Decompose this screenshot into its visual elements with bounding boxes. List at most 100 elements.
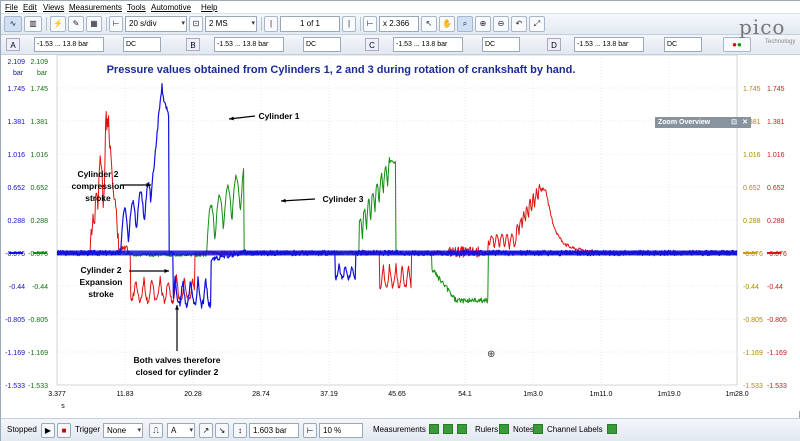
channel-b-button[interactable]: B xyxy=(186,38,200,51)
trigger-mode-value: None xyxy=(107,426,127,435)
samples-icon[interactable]: ⊡ xyxy=(189,16,203,32)
left-axis-tick-c: 0.652 xyxy=(30,185,48,192)
x-axis-tick: 1m19.0 xyxy=(657,391,680,398)
restore-icon[interactable]: ⊡ xyxy=(731,119,737,126)
bottom-toolbar: Stopped ▶ ■ Trigger None ▾ ⎍ A ▾ ↗ ↘ ↕ 1.6… xyxy=(1,418,800,441)
menu-views[interactable]: Views xyxy=(43,3,65,12)
scope-view[interactable]: 2.109 1.745 1.381 1.016 0.652 0.288 -0.076 -0.4… xyxy=(1,55,800,411)
buffer-prev-icon[interactable]: | xyxy=(264,16,278,32)
channel-options-icon[interactable]: ⚡ xyxy=(50,16,66,32)
zoom-overview-header[interactable]: Zoom Overview ⊡ ✕ xyxy=(655,117,751,128)
channel-c-range[interactable]: -1.53 ... 13.8 bar xyxy=(393,37,463,52)
probe-icon[interactable]: ✎ xyxy=(68,16,84,32)
channel-b-range[interactable]: -1.53 ... 13.8 bar xyxy=(214,37,284,52)
zoom-factor[interactable]: x 2.366 xyxy=(379,16,419,32)
channel-c-coupling-value: DC xyxy=(485,41,496,48)
measurements-label[interactable]: Measurements xyxy=(373,425,426,434)
channel-b-offset-marker xyxy=(767,251,781,254)
hand-icon[interactable]: ✋ xyxy=(439,16,455,32)
time-icon[interactable]: ⊢ xyxy=(109,16,123,32)
channel-labels-icon[interactable] xyxy=(607,424,617,434)
menu-edit[interactable]: Edit xyxy=(23,3,37,12)
trigger-threshold[interactable]: 1.603 bar xyxy=(249,423,299,438)
channel-a-button[interactable]: A xyxy=(6,38,20,51)
zoom-fit-icon[interactable]: ⤢ xyxy=(529,16,545,32)
channel-d-coupling[interactable]: DC xyxy=(664,37,702,52)
left-axis-tick-a: -0.805 xyxy=(5,317,25,324)
menu-measurements[interactable]: Measurements xyxy=(69,3,122,12)
right-axis-tick-d: 1.745 xyxy=(743,86,761,93)
menu-automotive[interactable]: Automotive xyxy=(151,3,192,12)
pretrigger-select[interactable]: 10 % xyxy=(319,423,363,438)
logo-subtext: Technology xyxy=(765,39,796,45)
x-axis-tick: 54.1 xyxy=(458,391,472,398)
right-axis-tick-b: 1.016 xyxy=(767,152,785,159)
channel-a-coupling[interactable]: DC xyxy=(123,37,161,52)
samples-select[interactable]: 2 MS ▾ xyxy=(205,16,257,32)
measurements-delete-icon[interactable] xyxy=(457,424,467,434)
run-icon[interactable]: ▶ xyxy=(41,423,55,438)
logo-text: pico xyxy=(739,15,786,39)
trigger-mode-select[interactable]: None ▾ xyxy=(103,423,143,438)
trigger-edge-icon[interactable]: ⎍ xyxy=(149,423,163,438)
channel-b-coupling[interactable]: DC xyxy=(303,37,341,52)
channel-b-letter: B xyxy=(190,41,196,50)
menu-file[interactable]: File xyxy=(5,3,18,12)
left-axis-tick-a: -0.44 xyxy=(9,284,25,291)
spectrum-mode-icon[interactable]: ▥ xyxy=(24,16,42,32)
channel-a-coupling-value: DC xyxy=(126,41,137,48)
left-axis-tick-c: -1.533 xyxy=(28,383,48,390)
zoom-area-icon[interactable]: ⌕ xyxy=(457,16,473,32)
menu-help[interactable]: Help xyxy=(201,3,218,12)
arrow-both-valves-head xyxy=(175,305,179,310)
right-axis-tick-d: 1.016 xyxy=(743,152,761,159)
right-axis-tick-b: -0.076 xyxy=(767,251,787,258)
main-toolbar: ∿ ▥ ⚡ ✎ ▦ ⊢ 20 s/div ▾ ⊡ 2 MS ▾ | 1 of 1 |… xyxy=(1,14,800,35)
left-axis-tick-c: 1.016 xyxy=(30,152,48,159)
channel-c-button[interactable]: C xyxy=(365,38,379,51)
notes-label[interactable]: Notes xyxy=(513,425,534,434)
pretrigger-icon[interactable]: ⊢ xyxy=(303,423,317,438)
zoom-out-icon[interactable]: ⊖ xyxy=(493,16,509,32)
waveform-plot[interactable]: 2.109 1.745 1.381 1.016 0.652 0.288 -0.076 -0.4… xyxy=(1,55,800,411)
timebase-select[interactable]: 20 s/div ▾ xyxy=(125,16,187,32)
buffer-next-icon[interactable]: | xyxy=(342,16,356,32)
left-axis-tick-a: 0.652 xyxy=(7,185,25,192)
measurements-add-icon[interactable] xyxy=(429,424,439,434)
x-axis-tick: 28.74 xyxy=(252,391,270,398)
channel-d-coupling-value: DC xyxy=(667,41,678,48)
channel-a-offset-marker xyxy=(9,251,23,254)
x-axis-tick: 1m28.0 xyxy=(725,391,748,398)
notes-icon[interactable] xyxy=(533,424,543,434)
measurements-edit-icon[interactable] xyxy=(443,424,453,434)
zoom-select-icon[interactable]: ⊢ xyxy=(363,16,377,32)
undo-zoom-icon[interactable]: ↶ xyxy=(511,16,527,32)
trigger-channel-select[interactable]: A ▾ xyxy=(167,423,195,438)
pointer-icon[interactable]: ↖ xyxy=(421,16,437,32)
channel-d-range[interactable]: -1.53 ... 13.8 bar xyxy=(574,37,644,52)
left-axis-tick-c: 0.288 xyxy=(30,218,48,225)
channel-c-letter: C xyxy=(369,41,375,50)
close-icon[interactable]: ✕ xyxy=(742,119,748,126)
left-unit-c: bar xyxy=(37,70,48,77)
channel-labels-label[interactable]: Channel Labels xyxy=(547,425,603,434)
channel-a-range[interactable]: -1.53 ... 13.8 bar xyxy=(34,37,104,52)
falling-edge-icon[interactable]: ↘ xyxy=(215,423,229,438)
grid-icon[interactable]: ▦ xyxy=(86,16,102,32)
rulers-label[interactable]: Rulers xyxy=(475,425,499,434)
right-axis-tick-d: -0.805 xyxy=(743,317,763,324)
channel-colors-button[interactable]: ●● xyxy=(723,37,751,52)
channel-d-button[interactable]: D xyxy=(547,38,561,51)
scope-mode-icon[interactable]: ∿ xyxy=(4,16,22,32)
threshold-icon[interactable]: ↕ xyxy=(233,423,247,438)
zoom-overview-label: Zoom Overview xyxy=(658,119,711,126)
stop-icon[interactable]: ■ xyxy=(57,423,71,438)
zoom-in-icon[interactable]: ⊕ xyxy=(475,16,491,32)
left-axis-tick-c: -0.44 xyxy=(32,284,48,291)
rising-edge-icon[interactable]: ↗ xyxy=(199,423,213,438)
left-axis-tick-a: 1.381 xyxy=(7,119,25,126)
axes: 2.109 1.745 1.381 1.016 0.652 0.288 -0.076 -0.4… xyxy=(5,59,787,410)
rulers-icon[interactable] xyxy=(499,424,509,434)
channel-c-coupling[interactable]: DC xyxy=(482,37,520,52)
menu-tools[interactable]: Tools xyxy=(127,3,146,12)
